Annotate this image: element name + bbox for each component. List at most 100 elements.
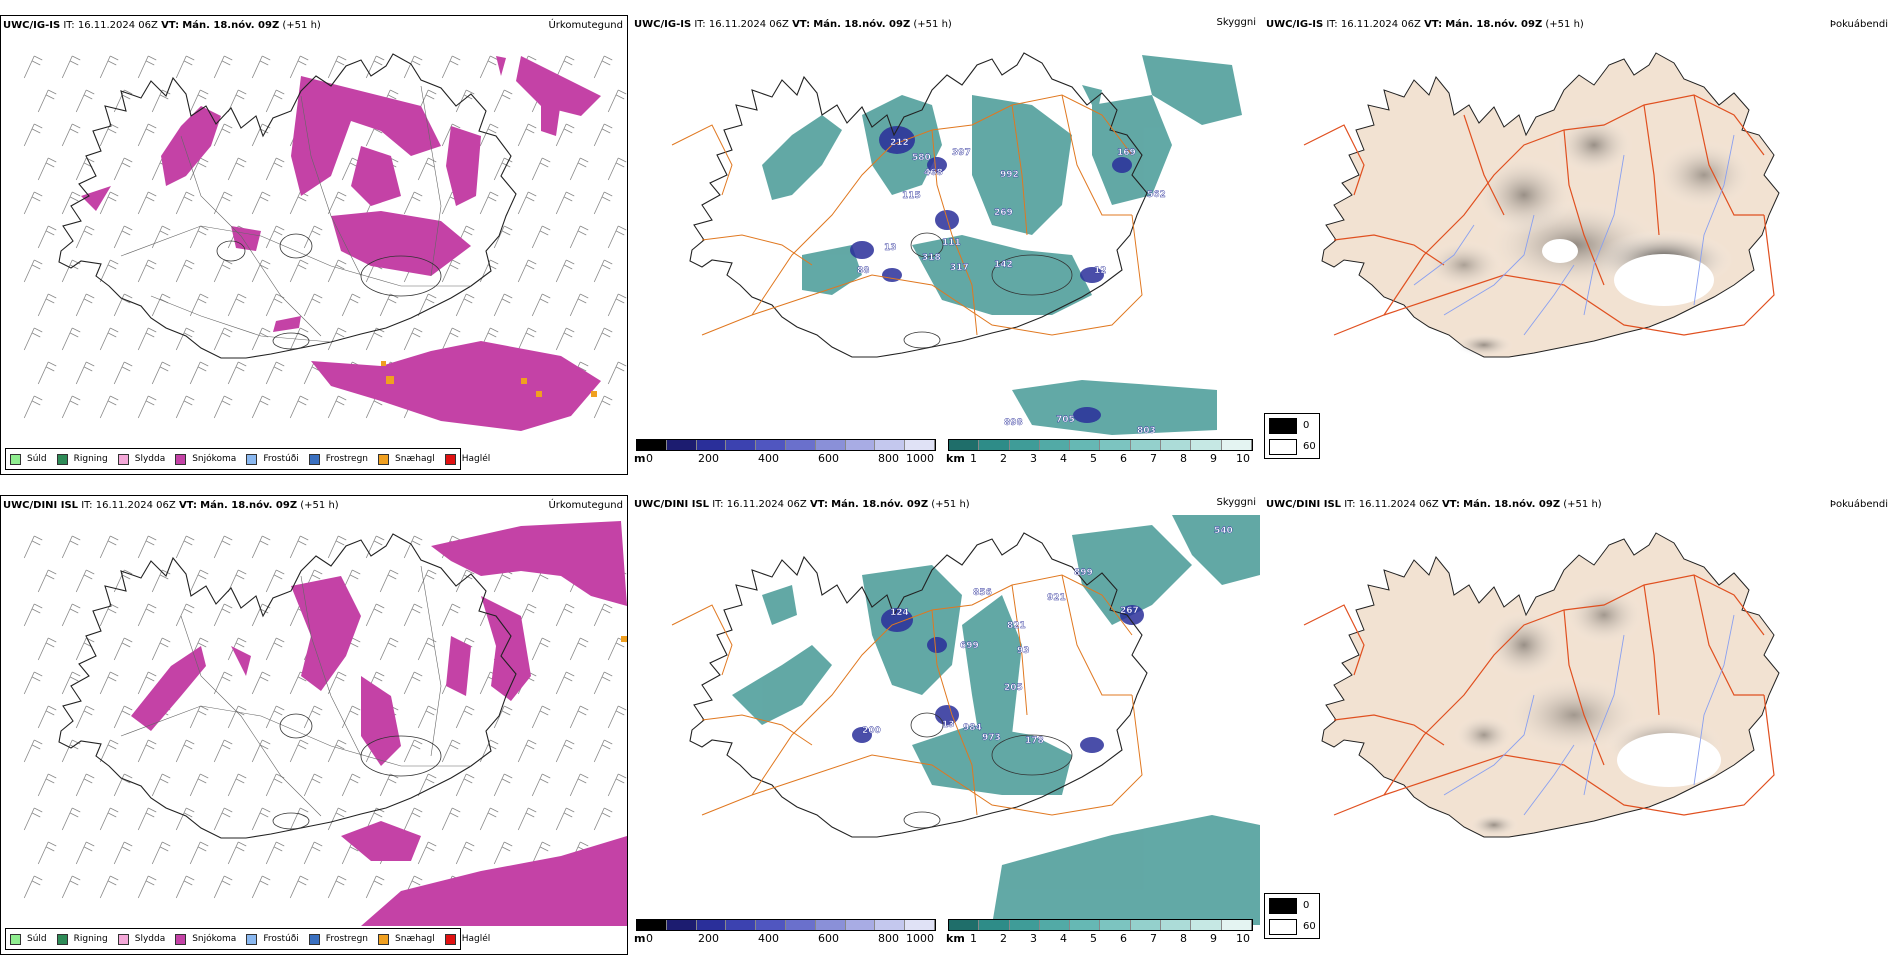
wind-barb — [441, 55, 461, 79]
wind-barb — [189, 89, 209, 113]
fog-legend: 0 60 — [1264, 413, 1320, 459]
wind-barb — [569, 705, 589, 729]
wind-barb — [251, 807, 271, 831]
wind-barb — [493, 841, 513, 865]
wind-barb — [441, 739, 461, 763]
wind-barb — [365, 535, 385, 559]
wind-barb — [137, 739, 157, 763]
wind-barb — [327, 395, 347, 419]
wind-barb — [227, 157, 247, 181]
wind-barb — [213, 875, 233, 899]
ceiling-label: 540 — [1214, 526, 1233, 536]
wind-barb — [417, 157, 437, 181]
cbar-tick: 600 — [818, 932, 839, 945]
legend-item: Frostúði — [246, 453, 299, 465]
wind-barb — [517, 259, 537, 283]
wind-barb — [113, 157, 133, 181]
wind-barb — [61, 55, 81, 79]
cbar-tick: 0 — [646, 452, 653, 465]
wind-barb — [593, 259, 613, 283]
cbar-tick: 2 — [1000, 932, 1007, 945]
precip-legend: Súld Rigning Slydda Snjókoma Frostúði Fr… — [5, 928, 490, 950]
wind-barb — [289, 739, 309, 763]
wind-barb — [251, 55, 271, 79]
wind-barb — [403, 739, 423, 763]
wind-barb — [113, 361, 133, 385]
ceiling-label: 821 — [1007, 621, 1026, 631]
wind-barb — [365, 327, 385, 351]
wind-barb — [251, 395, 271, 419]
wind-barb — [23, 395, 43, 419]
panel-visibility-row1: UWC/IG-IS IT: 16.11.2024 06Z VT: Mán. 18… — [632, 15, 1260, 475]
panel-title: Þokuábendi — [1829, 499, 1888, 510]
wind-barb — [99, 327, 119, 351]
legend-item: Haglél — [444, 453, 490, 465]
visibility-colorbar: km 1 2 3 4 5 6 7 8 9 10 — [946, 919, 1253, 945]
roads — [671, 94, 1143, 336]
cbar-tick: 400 — [758, 452, 779, 465]
wind-barb — [75, 361, 95, 385]
wind-barb — [75, 705, 95, 729]
wind-barb — [75, 293, 95, 317]
wind-barb — [441, 807, 461, 831]
wind-barb — [175, 807, 195, 831]
wind-barb — [555, 671, 575, 695]
wind-barb — [289, 259, 309, 283]
wind-barb — [327, 55, 347, 79]
cbar-tick: 400 — [758, 932, 779, 945]
wind-barb — [479, 123, 499, 147]
wind-barb — [379, 293, 399, 317]
panel-header: UWC/DINI ISL IT: 16.11.2024 06Z VT: Mán.… — [3, 500, 339, 511]
wind-barb — [517, 807, 537, 831]
wind-barb — [555, 55, 575, 79]
panel-title: Þokuábendi — [1829, 19, 1888, 30]
cbar-tick: 200 — [698, 452, 719, 465]
wind-barb — [555, 739, 575, 763]
cbar-tick: 1 — [970, 932, 977, 945]
wind-barb — [379, 773, 399, 797]
wind-barb — [607, 361, 627, 385]
wind-barb — [289, 395, 309, 419]
wind-barb — [265, 225, 285, 249]
cbar-tick: 4 — [1060, 932, 1067, 945]
legend-item: Rigning — [56, 453, 108, 465]
wind-barb — [531, 841, 551, 865]
wind-barb — [417, 773, 437, 797]
wind-barb — [327, 327, 347, 351]
wind-barb — [189, 225, 209, 249]
cbar-tick: 5 — [1090, 452, 1097, 465]
wind-barb — [99, 807, 119, 831]
wind-barb — [493, 225, 513, 249]
wind-barb — [441, 603, 461, 627]
wind-barb — [403, 191, 423, 215]
wind-barb — [403, 603, 423, 627]
ceiling-label: 317 — [950, 263, 969, 273]
legend-item: Slydda — [117, 453, 165, 465]
wind-barb — [189, 773, 209, 797]
wind-barb — [593, 123, 613, 147]
wind-barb — [23, 739, 43, 763]
ceiling-label: 984 — [963, 723, 982, 733]
wind-barb — [227, 361, 247, 385]
wind-barb — [417, 637, 437, 661]
wind-barb — [137, 123, 157, 147]
wind-barb — [607, 225, 627, 249]
wind-barb — [175, 55, 195, 79]
wind-barb — [227, 705, 247, 729]
wind-barb — [327, 535, 347, 559]
wind-barb — [61, 259, 81, 283]
ceiling-label: 973 — [982, 733, 1001, 743]
wind-barb — [441, 259, 461, 283]
wind-barb — [303, 225, 323, 249]
wind-barb — [265, 361, 285, 385]
ceiling-label: 699 — [960, 641, 979, 651]
precip-map — [23, 521, 627, 926]
visibility-colorbar: km 1 2 3 4 5 6 7 8 9 10 — [946, 439, 1253, 465]
wind-barb — [607, 89, 627, 113]
wind-barb — [555, 123, 575, 147]
wind-barb — [251, 191, 271, 215]
wind-barb — [23, 875, 43, 899]
wind-barb — [593, 739, 613, 763]
